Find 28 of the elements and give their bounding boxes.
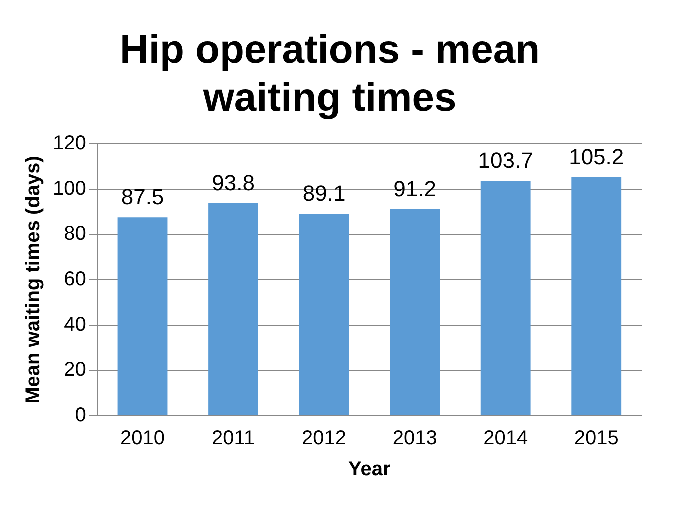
bar [118,218,168,416]
y-tick-label: 80 [64,223,86,246]
bar [480,180,531,416]
data-label: 93.8 [212,170,255,196]
data-label: 103.7 [478,148,534,174]
data-label: 105.2 [569,144,624,170]
data-label: 87.5 [121,184,164,210]
x-tick-label: 2015 [574,428,619,450]
x-tick-label: 2014 [484,428,528,450]
bar [390,209,440,416]
y-tick-label: 100 [52,178,86,200]
y-tick-label: 120 [52,132,86,155]
bar [299,214,350,416]
y-axis-title: Mean waiting times (days) [22,156,45,404]
bar [208,203,258,416]
data-label: 89.1 [302,181,346,206]
x-axis-title: Year [348,458,392,481]
y-tick-label: 20 [64,359,86,382]
chart-title: Hip operations - mean waiting times [120,28,540,120]
y-tick-label: 40 [64,314,86,336]
bar [572,178,622,416]
x-tick-label: 2013 [392,428,438,450]
y-tick-label: 60 [64,268,86,291]
x-tick-label: 2010 [120,428,166,450]
x-tick-label: 2012 [302,428,347,450]
data-label: 91.2 [394,176,436,202]
x-tick-label: 2011 [212,428,256,450]
y-tick-label: 0 [75,404,86,427]
